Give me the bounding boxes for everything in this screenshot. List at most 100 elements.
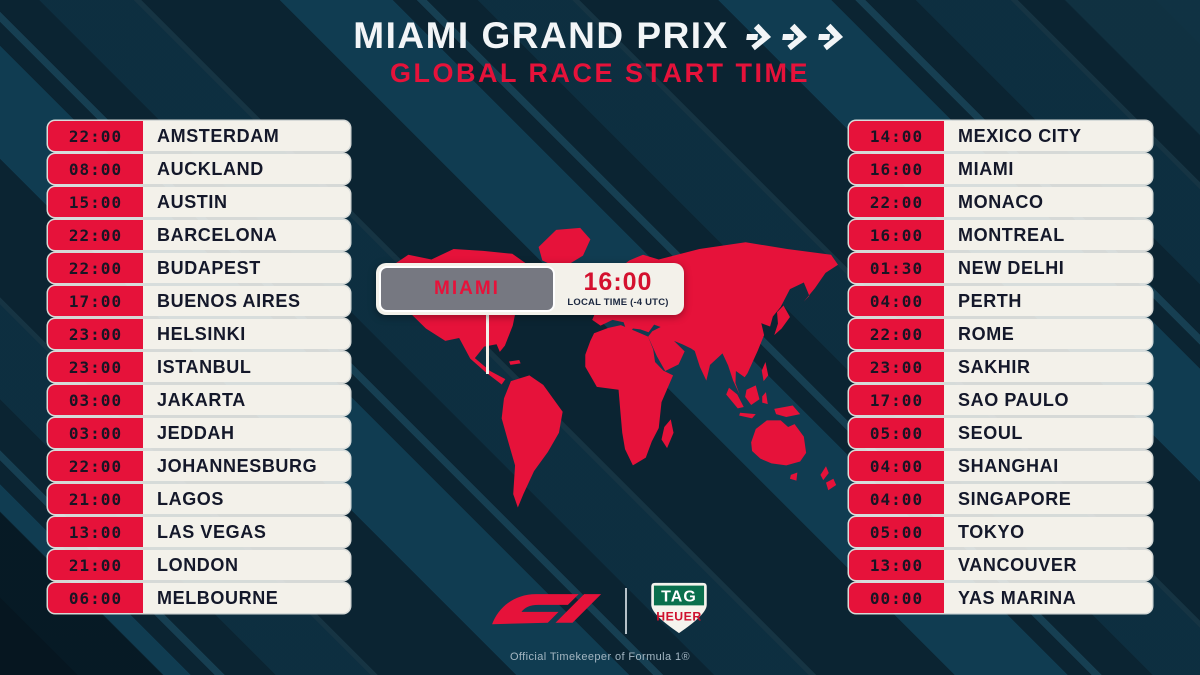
time-cell: 22:00: [849, 319, 944, 349]
table-row: 04:00 PERTH: [849, 286, 1152, 316]
table-row: 04:00 SINGAPORE: [849, 484, 1152, 514]
city-cell: HELSINKI: [157, 323, 246, 344]
table-row: 01:30 NEW DELHI: [849, 253, 1152, 283]
race-callout: MIAMI 16:00 LOCAL TIME (-4 UTC): [376, 263, 684, 315]
table-row: 13:00 VANCOUVER: [849, 550, 1152, 580]
table-row: 04:00 SHANGHAI: [849, 451, 1152, 481]
time-cell: 01:30: [849, 253, 944, 283]
city-cell: MEXICO CITY: [958, 125, 1082, 146]
page-title: MIAMI GRAND PRIX: [353, 15, 729, 56]
tag-heuer-logo: TAG HEUER: [647, 579, 711, 642]
callout-city-label: MIAMI: [379, 266, 555, 312]
logo-divider: [625, 587, 627, 634]
time-cell: 08:00: [48, 154, 143, 184]
city-cell: BUENOS AIRES: [157, 290, 301, 311]
time-cell: 23:00: [48, 319, 143, 349]
time-cell: 04:00: [849, 286, 944, 316]
callout-utc-label: LOCAL TIME (-4 UTC): [567, 297, 669, 309]
time-cell: 22:00: [48, 451, 143, 481]
time-cell: 21:00: [48, 484, 143, 514]
city-cell: MELBOURNE: [157, 587, 279, 608]
table-row: 03:00 JAKARTA: [48, 385, 350, 415]
time-cell: 00:00: [849, 583, 944, 613]
time-cell: 22:00: [849, 187, 944, 217]
map-pointer-line: [486, 312, 489, 374]
tag-heuer-bottom-text: HEUER: [656, 609, 702, 623]
callout-time: 16:00: [583, 268, 653, 297]
time-cell: 22:00: [48, 253, 143, 283]
time-cell: 17:00: [48, 286, 143, 316]
city-cell: JAKARTA: [157, 389, 246, 410]
city-cell: AUSTIN: [157, 191, 228, 212]
city-cell: BUDAPEST: [157, 257, 261, 278]
city-cell: NEW DELHI: [958, 257, 1065, 278]
city-cell: MONTREAL: [958, 224, 1065, 245]
header: MIAMI GRAND PRIX GLOBAL RACE START TIME: [0, 15, 1200, 88]
table-row: 22:00 BARCELONA: [48, 220, 350, 250]
city-cell: JEDDAH: [157, 422, 235, 443]
city-cell: YAS MARINA: [958, 587, 1077, 608]
city-cell: SHANGHAI: [958, 455, 1059, 476]
city-cell: SAO PAULO: [958, 389, 1070, 410]
city-cell: MIAMI: [958, 158, 1014, 179]
time-cell: 16:00: [849, 154, 944, 184]
callout-time-block: 16:00 LOCAL TIME (-4 UTC): [555, 266, 681, 312]
time-cell: 23:00: [849, 352, 944, 382]
page-subtitle: GLOBAL RACE START TIME: [390, 57, 810, 88]
table-row: 23:00 HELSINKI: [48, 319, 350, 349]
time-cell: 21:00: [48, 550, 143, 580]
table-row: 15:00 AUSTIN: [48, 187, 350, 217]
tag-heuer-top-text: TAG: [661, 589, 697, 606]
city-cell: JOHANNESBURG: [157, 455, 318, 476]
city-cell: ROME: [958, 323, 1015, 344]
city-cell: AMSTERDAM: [157, 125, 280, 146]
time-cell: 14:00: [849, 121, 944, 151]
table-row: 17:00 SAO PAULO: [849, 385, 1152, 415]
table-row: 21:00 LAGOS: [48, 484, 350, 514]
table-row: 21:00 LONDON: [48, 550, 350, 580]
city-cell: PERTH: [958, 290, 1023, 311]
table-row: 06:00 MELBOURNE: [48, 583, 350, 613]
table-row: 23:00 SAKHIR: [849, 352, 1152, 382]
city-cell: SEOUL: [958, 422, 1024, 443]
table-row: 14:00 MEXICO CITY: [849, 121, 1152, 151]
time-cell: 03:00: [48, 385, 143, 415]
f1-logo: [489, 587, 605, 634]
time-cell: 22:00: [48, 220, 143, 250]
city-cell: TOKYO: [958, 521, 1025, 542]
city-cell: BARCELONA: [157, 224, 278, 245]
time-cell: 04:00: [849, 451, 944, 481]
table-row: 22:00 BUDAPEST: [48, 253, 350, 283]
time-cell: 05:00: [849, 418, 944, 448]
table-row: 23:00 ISTANBUL: [48, 352, 350, 382]
forward-arrows-icon: [745, 20, 847, 54]
time-cell: 06:00: [48, 583, 143, 613]
time-cell: 04:00: [849, 484, 944, 514]
time-cell: 16:00: [849, 220, 944, 250]
table-row: 05:00 TOKYO: [849, 517, 1152, 547]
time-cell: 13:00: [849, 550, 944, 580]
table-row: 22:00 MONACO: [849, 187, 1152, 217]
city-cell: SAKHIR: [958, 356, 1031, 377]
table-row: 03:00 JEDDAH: [48, 418, 350, 448]
table-row: 22:00 JOHANNESBURG: [48, 451, 350, 481]
table-row: 00:00 YAS MARINA: [849, 583, 1152, 613]
time-cell: 15:00: [48, 187, 143, 217]
city-cell: ISTANBUL: [157, 356, 252, 377]
time-cell: 03:00: [48, 418, 143, 448]
city-cell: SINGAPORE: [958, 488, 1072, 509]
time-cell: 17:00: [849, 385, 944, 415]
time-cell: 23:00: [48, 352, 143, 382]
left-time-table: 22:00 AMSTERDAM 08:00 AUCKLAND 15:00 AUSTIN 22…: [48, 121, 350, 613]
right-time-table: 14:00 MEXICO CITY 16:00 MIAMI 22:00 MONACO 16:…: [849, 121, 1152, 613]
table-row: 16:00 MONTREAL: [849, 220, 1152, 250]
table-row: 17:00 BUENOS AIRES: [48, 286, 350, 316]
time-cell: 13:00: [48, 517, 143, 547]
time-cell: 05:00: [849, 517, 944, 547]
table-row: 13:00 LAS VEGAS: [48, 517, 350, 547]
table-row: 05:00 SEOUL: [849, 418, 1152, 448]
table-row: 22:00 ROME: [849, 319, 1152, 349]
time-cell: 22:00: [48, 121, 143, 151]
footer: TAG HEUER Official Timekeeper of Formula…: [0, 579, 1200, 663]
